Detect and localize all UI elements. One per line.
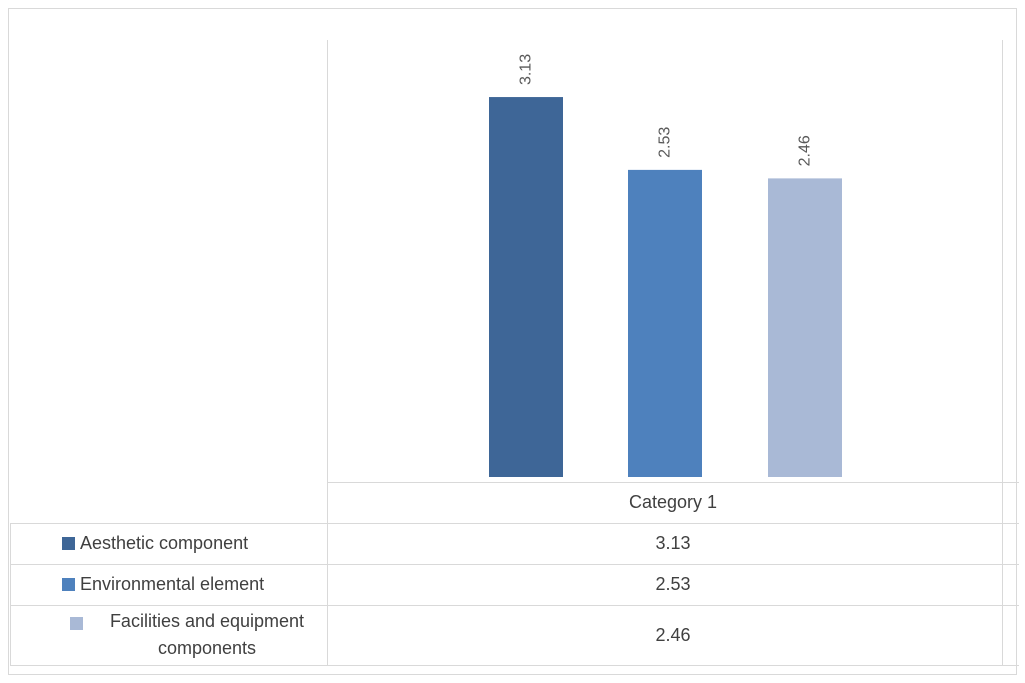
legend-key-environmental [62, 578, 75, 591]
bar-aesthetic [489, 97, 563, 477]
table-value-aesthetic: 3.13 [655, 533, 691, 553]
legend-label-environmental: Environmental element [80, 574, 265, 594]
table-value-environmental: 2.53 [655, 574, 691, 594]
legend-entry-environmental: Environmental element [10, 564, 327, 605]
data-label-group: 3.13 2.53 2.46 [518, 54, 814, 167]
legend-entry-facilities: Facilities and equipment components [10, 605, 327, 665]
bar-environmental [628, 169, 702, 477]
legend-label-aesthetic: Aesthetic component [80, 533, 249, 553]
bar-facilities [768, 178, 842, 477]
bar-series-group [489, 97, 842, 477]
legend-label-facilities: Facilities and equipment components [109, 611, 305, 658]
legend-key-aesthetic [62, 537, 75, 550]
table-value-facilities: 2.46 [655, 624, 691, 645]
legend-key-facilities [70, 617, 83, 630]
data-label-environmental: 2.53 [657, 127, 674, 158]
category-header: Category 1 [628, 492, 718, 512]
data-label-facilities: 2.46 [797, 135, 814, 166]
chart-frame [8, 8, 1017, 675]
data-label-aesthetic: 3.13 [518, 54, 535, 85]
table-grid-lines [10, 40, 1019, 666]
legend-entry-aesthetic: Aesthetic component [10, 523, 327, 564]
